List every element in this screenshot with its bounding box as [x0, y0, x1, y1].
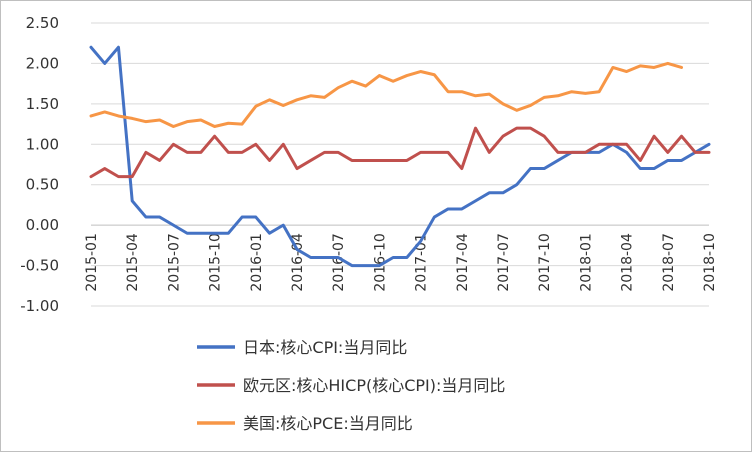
y-tick-label: -0.50 — [20, 257, 59, 275]
x-tick-label: 2018-01 — [578, 233, 594, 292]
y-tick-label: 1.00 — [26, 135, 59, 153]
x-tick-label: 2018-07 — [661, 233, 677, 292]
x-tick-label: 2018-10 — [702, 233, 718, 292]
series-line-3 — [89, 61, 684, 128]
x-tick-label: 2017-10 — [537, 233, 553, 292]
x-tick-label: 2017-01 — [414, 233, 430, 292]
legend-label-3: 美国:核心PCE:当月同比 — [243, 414, 413, 433]
x-tick-label: 2015-07 — [166, 233, 182, 292]
x-tick-label: 2017-04 — [455, 233, 471, 292]
y-tick-label: 2.00 — [26, 54, 59, 72]
x-tick-label: 2016-07 — [331, 233, 347, 292]
gridlines — [91, 22, 709, 307]
series-line-1 — [89, 45, 711, 268]
x-tick-label: 2016-10 — [372, 233, 388, 292]
y-tick-label: 2.50 — [26, 14, 59, 32]
series-line-2 — [89, 126, 711, 179]
legend: 日本:核心CPI:当月同比欧元区:核心HICP(核心CPI):当月同比美国:核心… — [197, 338, 505, 433]
x-tick-label: 2017-07 — [496, 233, 512, 292]
y-tick-label: 1.50 — [26, 95, 59, 113]
x-tick-label: 2015-04 — [125, 233, 141, 292]
x-tick-label: 2016-01 — [249, 233, 265, 292]
x-tick-label: 2018-04 — [620, 233, 636, 292]
x-tick-label: 2016-04 — [290, 233, 306, 292]
series-lines — [89, 45, 711, 268]
y-tick-label: -1.00 — [20, 297, 59, 315]
x-tick-label: 2015-10 — [208, 233, 224, 292]
axes: 2.50 2.00 1.50 1.00 0.50 0.00 -0.50 -1.00 2015-0… — [20, 14, 718, 315]
y-tick-label: 0.50 — [26, 176, 59, 194]
legend-label-1: 日本:核心CPI:当月同比 — [243, 338, 407, 357]
x-tick-label: 2015-01 — [84, 233, 100, 292]
legend-label-2: 欧元区:核心HICP(核心CPI):当月同比 — [243, 376, 505, 395]
y-tick-label: 0.00 — [26, 216, 59, 234]
